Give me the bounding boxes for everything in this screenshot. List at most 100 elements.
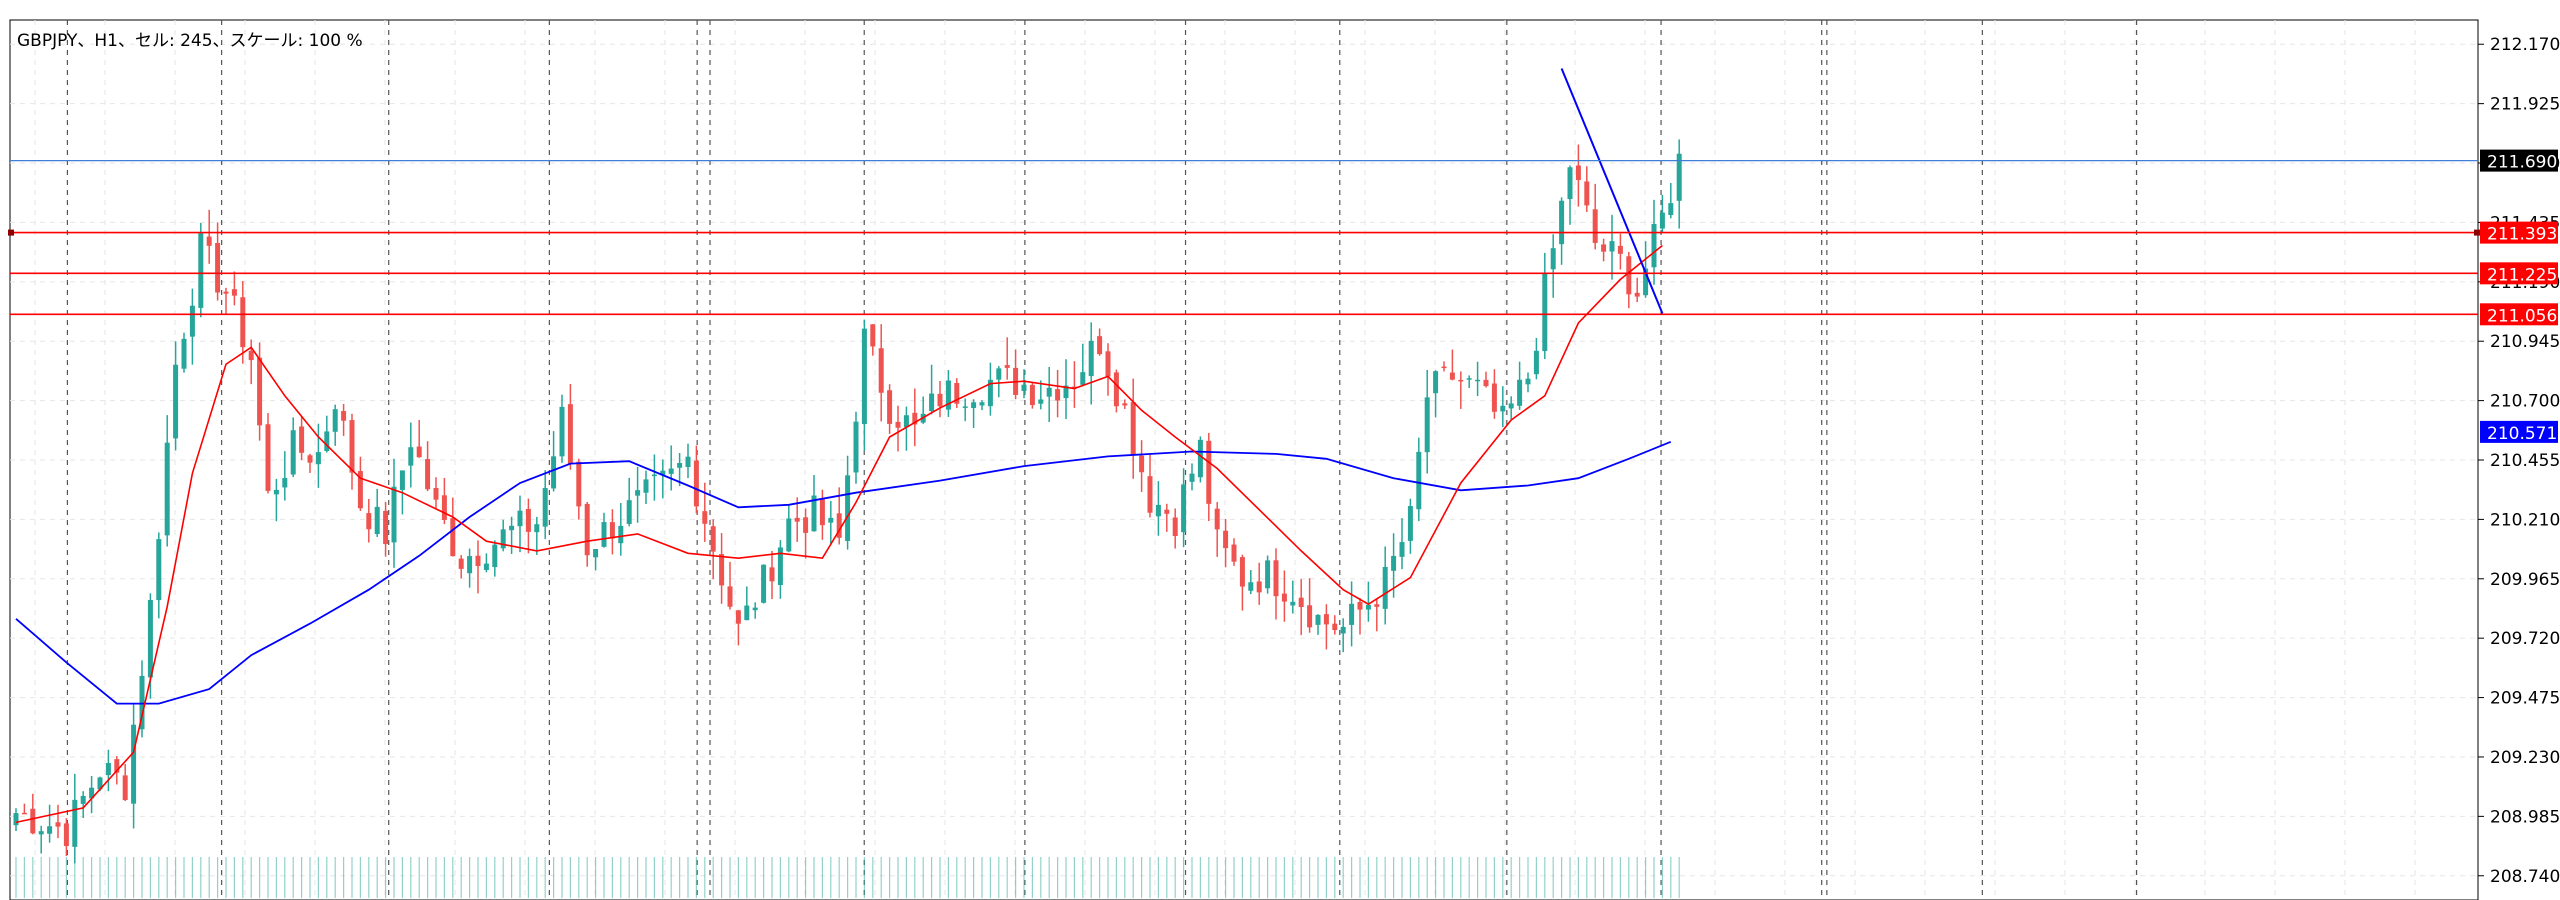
candle-body [1374, 604, 1380, 607]
axis-tick-label: 211.925 [2490, 95, 2560, 115]
candle-body [399, 470, 405, 490]
level-price-tag: 211.056 [2487, 306, 2557, 326]
candle-body [290, 430, 296, 475]
candle-body [1475, 379, 1481, 382]
candle-body [231, 289, 237, 296]
candle-body [517, 510, 523, 527]
candle-body [971, 402, 977, 408]
candle-body [1651, 224, 1657, 268]
candle-body [744, 605, 750, 621]
candle-body [475, 555, 481, 566]
candle-body [1416, 451, 1422, 510]
candle-body [609, 522, 615, 539]
candle-body [1609, 241, 1615, 252]
candle-body [1214, 508, 1220, 530]
candle-body [1122, 403, 1128, 406]
candle-body [173, 364, 179, 439]
chart-title: GBPJPY、H1、セル: 245、スケール: 100 % [17, 31, 363, 51]
candle-body [1365, 604, 1371, 610]
candle-body [735, 610, 741, 624]
candle-body [601, 522, 607, 547]
candle-body [89, 787, 95, 799]
candle-body [1349, 603, 1355, 625]
candle-body [1533, 350, 1539, 375]
candle-body [324, 431, 330, 452]
day-separators [66, 20, 2138, 900]
candle-body [1500, 405, 1506, 412]
candle-body [1382, 566, 1388, 609]
candle-body [1139, 455, 1145, 473]
level-price-tag-bg [2480, 262, 2558, 285]
candle-body [643, 479, 649, 493]
candle-body [1643, 268, 1649, 296]
candle-body [265, 424, 271, 491]
candle-body [1508, 403, 1514, 409]
candle-body [1046, 387, 1052, 397]
candle-body [1055, 389, 1061, 401]
candle-body [635, 490, 641, 496]
candle-body [912, 412, 918, 425]
candle-body [752, 607, 758, 611]
candle-body [903, 415, 909, 428]
candle-body [1307, 605, 1313, 628]
candle-body [374, 506, 380, 535]
candle-body [1617, 245, 1623, 254]
candle-body [240, 297, 246, 348]
candle-body [332, 409, 338, 432]
ma-slow-line [15, 440, 1672, 705]
candle-body [1189, 473, 1195, 482]
candle-body [181, 338, 187, 369]
axis-tick-label: 209.720 [2490, 629, 2560, 649]
candle-body [1004, 365, 1010, 368]
candle-body [710, 526, 716, 552]
candle-body [1323, 614, 1329, 625]
candle-body [870, 324, 876, 347]
candle-body [97, 777, 103, 790]
candle-body [114, 759, 120, 773]
candle-body [156, 539, 162, 601]
candle-body [467, 556, 473, 574]
axis-tick-label: 210.455 [2490, 451, 2560, 471]
axis-tick-label: 210.210 [2490, 510, 2560, 530]
candle-body [215, 243, 221, 293]
candle-body [794, 517, 800, 522]
candle-body [425, 459, 431, 490]
grid [10, 20, 2478, 900]
axis-tick-label: 208.985 [2490, 807, 2560, 827]
candle-body [1550, 248, 1556, 270]
candle-body [719, 554, 725, 586]
axis-tick-label: 208.740 [2490, 867, 2560, 887]
candle-body [1424, 397, 1430, 453]
candle-body [1559, 200, 1565, 245]
candle-body [895, 421, 901, 428]
candle-body [1298, 597, 1304, 607]
candles [13, 139, 1682, 864]
candle-body [1181, 484, 1187, 533]
candle-body [668, 468, 674, 474]
candle-body [761, 564, 767, 603]
candle-body [1441, 366, 1447, 369]
candle-body [937, 393, 943, 407]
candle-body [408, 447, 414, 466]
candle-body [299, 426, 305, 453]
candle-body [122, 775, 128, 801]
candle-body [63, 823, 69, 847]
candle-body [1231, 544, 1237, 562]
axis-tick-label: 209.230 [2490, 748, 2560, 768]
candle-body [500, 529, 506, 549]
candle-body [845, 475, 851, 541]
candle-body [391, 486, 397, 543]
candle-body [1575, 165, 1581, 180]
candle-body [559, 406, 565, 457]
candle-body [257, 357, 263, 426]
candle-body [1466, 378, 1472, 380]
candle-body [693, 460, 699, 507]
ma-fast-line [15, 244, 1663, 824]
candle-body [105, 763, 111, 776]
candle-body [828, 517, 834, 523]
candle-body [1164, 509, 1170, 514]
candle-body [685, 456, 691, 468]
candle-body [1063, 385, 1069, 399]
